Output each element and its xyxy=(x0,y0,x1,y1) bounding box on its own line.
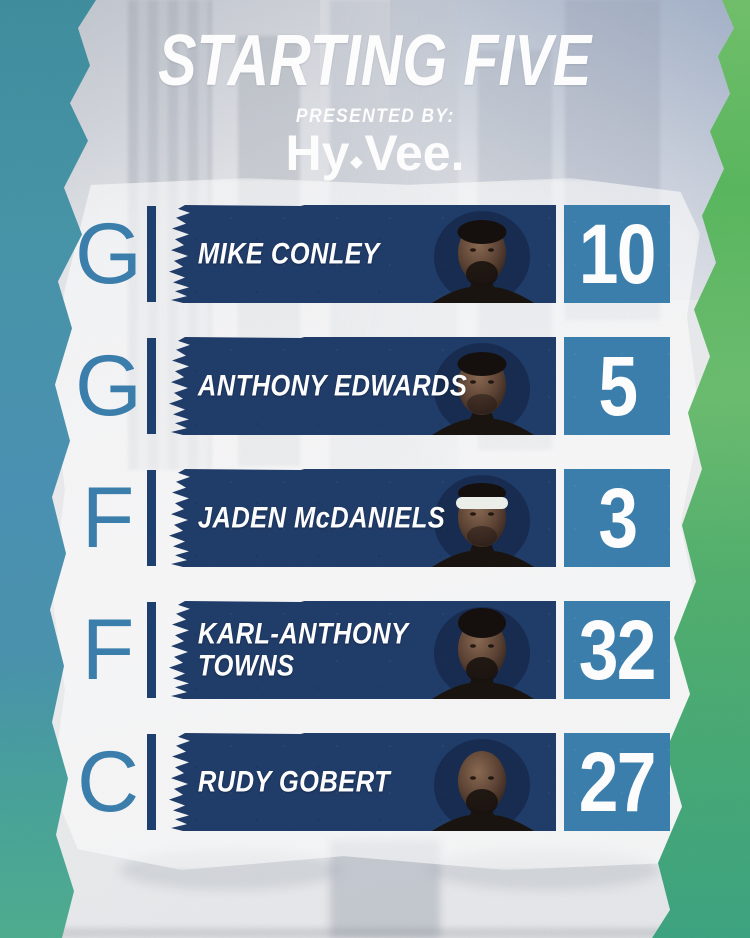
player-name: ANTHONY EDWARDS xyxy=(197,369,468,403)
position-label: G xyxy=(75,206,142,302)
position-label: F xyxy=(81,470,135,566)
position-label: C xyxy=(76,734,140,830)
player-bar: MIKE CONLEY xyxy=(169,205,556,303)
player-bar: JADEN McDANIELS xyxy=(169,469,556,567)
jersey-number-tile: 3 xyxy=(564,469,670,567)
jersey-number-tile: 27 xyxy=(564,733,670,831)
jersey-number: 3 xyxy=(597,471,638,565)
player-bar: KARL-ANTHONY TOWNS xyxy=(169,601,556,699)
presented-by-label: PRESENTED BY: xyxy=(295,106,455,127)
position-label: F xyxy=(81,602,135,698)
roster-list: G MIKE CONLEY 10 G ANTHONY EDWARDS 5 F J… xyxy=(75,205,670,831)
player-name: MIKE CONLEY xyxy=(197,237,380,271)
roster-row: F KARL-ANTHONY TOWNS 32 xyxy=(75,601,670,699)
player-photo xyxy=(404,601,554,699)
header: STARTING FIVE PRESENTED BY: Hy Vee. xyxy=(0,20,750,178)
roster-row: F JADEN McDANIELS 3 xyxy=(75,469,670,567)
jersey-number: 10 xyxy=(578,207,657,301)
player-name: KARL-ANTHONY TOWNS xyxy=(197,617,409,682)
player-bar: RUDY GOBERT xyxy=(169,733,556,831)
player-photo xyxy=(404,205,554,303)
row-divider xyxy=(147,470,156,566)
player-photo xyxy=(404,733,554,831)
jersey-number: 5 xyxy=(597,339,638,433)
hyvee-logo: Hy Vee. xyxy=(0,128,750,178)
hyvee-diamond-icon xyxy=(350,156,364,170)
player-bar: ANTHONY EDWARDS xyxy=(169,337,556,435)
row-divider xyxy=(147,734,156,830)
player-name: JADEN McDANIELS xyxy=(197,501,446,535)
street-shadow xyxy=(330,840,440,938)
hyvee-logo-part2: Vee. xyxy=(364,125,465,181)
jersey-number-tile: 32 xyxy=(564,601,670,699)
street-shadow xyxy=(120,850,340,890)
hyvee-logo-part1: Hy xyxy=(285,125,350,181)
row-divider xyxy=(147,602,156,698)
jersey-number: 32 xyxy=(578,603,657,697)
jersey-number: 27 xyxy=(578,735,657,829)
street-shadow xyxy=(430,850,660,890)
roster-row: G ANTHONY EDWARDS 5 xyxy=(75,337,670,435)
bottom-shade xyxy=(0,928,750,938)
position-label: G xyxy=(75,338,142,434)
jersey-number-tile: 5 xyxy=(564,337,670,435)
page-title: STARTING FIVE xyxy=(158,21,592,101)
row-divider xyxy=(147,338,156,434)
row-divider xyxy=(147,206,156,302)
jersey-number-tile: 10 xyxy=(564,205,670,303)
roster-row: G MIKE CONLEY 10 xyxy=(75,205,670,303)
player-name: RUDY GOBERT xyxy=(197,765,391,799)
roster-row: C RUDY GOBERT 27 xyxy=(75,733,670,831)
